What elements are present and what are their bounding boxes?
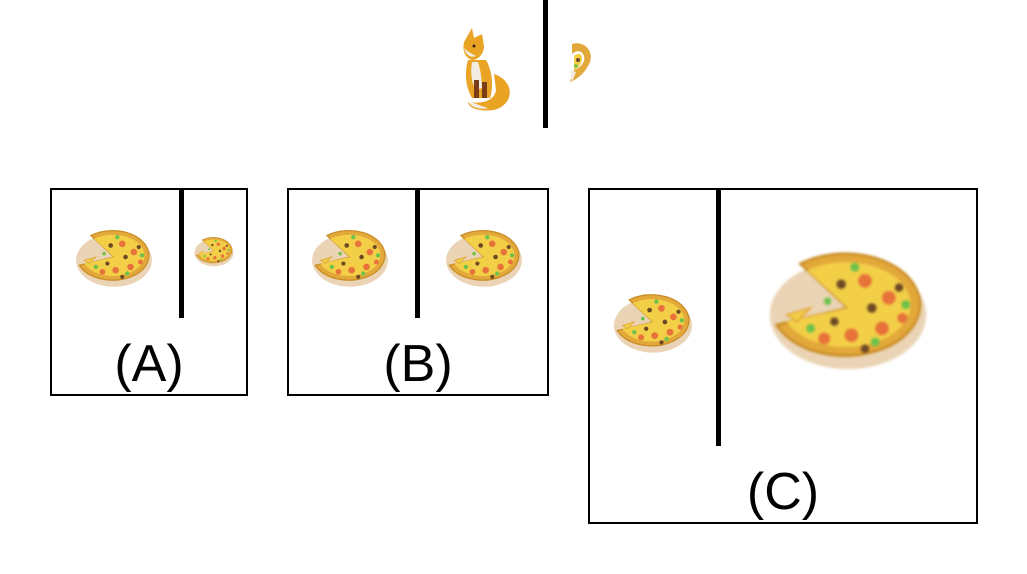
option-b-label: (B) <box>383 335 453 393</box>
prompt-pair <box>440 0 600 130</box>
option-a-label: (A) <box>114 335 184 393</box>
pizza-icon <box>758 240 938 376</box>
pizza-icon <box>439 224 529 290</box>
prompt-divider <box>543 0 548 128</box>
option-c-panel[interactable]: (C) <box>588 188 978 524</box>
option-a-panel[interactable]: (A) <box>50 188 248 396</box>
pizza-fragment-icon <box>566 40 596 86</box>
pizza-icon <box>305 224 395 290</box>
option-b-divider <box>415 190 420 318</box>
pizza-icon <box>192 234 236 268</box>
option-b-panel[interactable]: (B) <box>287 188 549 396</box>
pizza-icon <box>608 288 698 356</box>
option-a-divider <box>179 190 184 318</box>
option-c-divider <box>716 190 721 446</box>
option-c-label: (C) <box>746 463 820 521</box>
fox-figurine-icon <box>450 24 510 112</box>
pizza-icon <box>70 224 158 290</box>
